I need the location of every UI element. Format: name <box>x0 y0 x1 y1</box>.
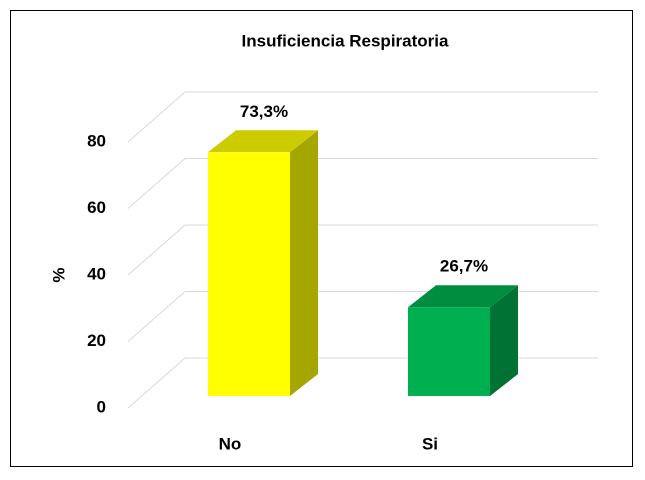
bar-top <box>408 285 518 308</box>
grid-line <box>127 91 598 143</box>
y-tick-label: 80 <box>87 131 106 150</box>
y-tick-label: 40 <box>87 264 106 283</box>
chart-border <box>10 10 633 467</box>
grid-line <box>127 158 598 209</box>
x-tick-label: Si <box>422 434 438 453</box>
y-tick-label: 20 <box>87 331 106 350</box>
bar-side <box>490 285 518 396</box>
bar <box>408 307 490 396</box>
chart-title: Insuficiencia Respiratoria <box>242 31 449 50</box>
y-tick-label: 0 <box>97 397 106 416</box>
value-label: 73,3% <box>240 102 288 121</box>
value-label: 26,7% <box>440 257 488 276</box>
y-axis-label: % <box>49 267 68 282</box>
y-tick-label: 60 <box>87 198 106 217</box>
bar-side <box>290 130 318 396</box>
bar-top <box>208 130 318 153</box>
grid-line <box>127 224 598 276</box>
x-tick-label: No <box>219 434 242 453</box>
bar <box>208 152 290 396</box>
